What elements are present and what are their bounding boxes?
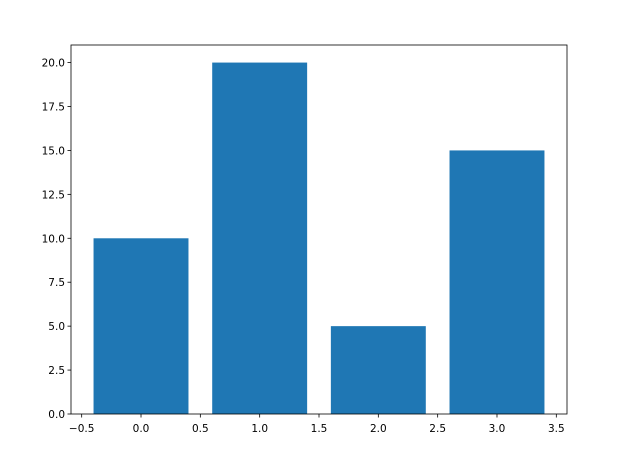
y-tick-label: 7.5 [48, 277, 65, 289]
bar [93, 238, 189, 414]
y-tick-label: 17.5 [42, 102, 65, 114]
x-tick-label: 0.0 [133, 423, 150, 435]
x-tick-label: 0.5 [192, 423, 209, 435]
y-tick-label: 5.0 [48, 321, 65, 333]
plot-frame [70, 44, 568, 415]
x-tick-label: 1.5 [311, 423, 328, 435]
y-tick-label: 20.0 [42, 58, 65, 70]
x-tick-label: −0.5 [69, 423, 95, 435]
y-tick-label: 10.0 [42, 233, 65, 245]
x-tick-label: 2.5 [429, 423, 446, 435]
y-tick-label: 15.0 [42, 145, 65, 157]
y-tick-label: 0.0 [48, 409, 65, 421]
bar [212, 62, 308, 414]
bar [330, 326, 426, 414]
y-tick-label: 2.5 [48, 365, 65, 377]
x-tick-label: 3.0 [489, 423, 506, 435]
x-tick-label: 2.0 [370, 423, 387, 435]
x-tick-label: 3.5 [548, 423, 565, 435]
x-tick-label: 1.0 [251, 423, 268, 435]
bar [449, 150, 545, 414]
y-tick-label: 12.5 [42, 189, 65, 201]
